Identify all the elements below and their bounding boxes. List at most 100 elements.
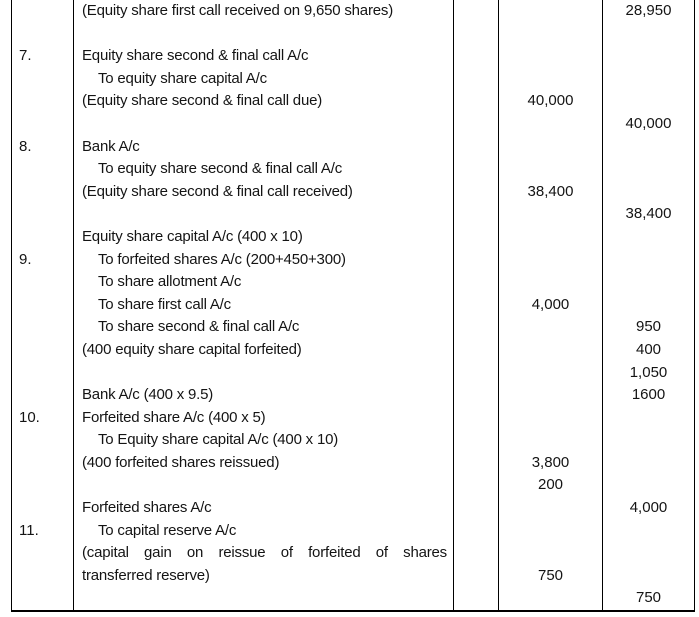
entry-number-cell [11,474,73,498]
entry-number-cell: 11. [11,519,73,543]
credit-amount-cell [602,45,695,68]
entry-number-cell [11,338,73,362]
particulars-cell [73,203,453,226]
particulars-cell: (Equity share first call received on 9,6… [73,0,453,23]
lf-cell [453,22,498,46]
particulars-cell [73,22,453,46]
debit-amount-cell [498,22,602,46]
particulars-cell: (capital gain on reissue of forfeited of… [73,542,453,565]
particulars-cell: To Equity share capital A/c (400 x 10) [73,429,453,452]
debit-amount-cell [498,112,602,136]
lf-cell [453,293,498,317]
entry-number-cell: 7. [11,45,73,68]
debit-amount-cell: 38,400 [498,180,602,204]
credit-amount-cell [602,474,695,498]
credit-amount-cell [602,158,695,181]
debit-amount-cell [498,497,602,520]
lf-cell [453,90,498,113]
debit-amount-cell [498,271,602,294]
credit-amount-cell [602,519,695,543]
debit-amount-cell [498,248,602,272]
credit-amount-cell [602,406,695,430]
debit-amount-cell [498,0,602,23]
particulars-cell: To capital reserve A/c [73,519,453,543]
debit-amount-cell [498,587,602,611]
debit-amount-cell [498,338,602,362]
particulars-cell: Bank A/c (400 x 9.5) [73,384,453,407]
lf-cell [453,519,498,543]
entry-number-cell: 9. [11,248,73,272]
lf-cell [453,225,498,249]
particulars-cell: transferred reserve) [73,564,453,588]
debit-amount-cell [498,225,602,249]
debit-amount-cell: 200 [498,474,602,498]
particulars-cell: To equity share capital A/c [73,67,453,91]
lf-cell [453,474,498,498]
debit-amount-cell [498,519,602,543]
lf-cell [453,112,498,136]
lf-cell [453,384,498,407]
particulars-cell [73,112,453,136]
debit-amount-cell [498,542,602,565]
particulars-cell: To equity share second & final call A/c [73,158,453,181]
lf-cell [453,248,498,272]
debit-amount-cell [498,384,602,407]
credit-amount-cell [602,293,695,317]
debit-amount-cell: 3,800 [498,451,602,475]
particulars-cell: (Equity share second & final call receiv… [73,180,453,204]
debit-amount-cell [498,406,602,430]
credit-amount-cell [602,22,695,46]
credit-amount-cell [602,564,695,588]
credit-amount-cell: 400 [602,338,695,362]
lf-cell [453,542,498,565]
lf-cell [453,67,498,91]
credit-amount-cell [602,90,695,113]
debit-amount-cell [498,135,602,159]
entry-number-cell [11,587,73,611]
entry-number-cell [11,225,73,249]
lf-cell [453,361,498,385]
lf-cell [453,45,498,68]
credit-amount-cell [602,429,695,452]
lf-cell [453,429,498,452]
particulars-cell: Forfeited share A/c (400 x 5) [73,406,453,430]
credit-amount-cell [602,67,695,91]
particulars-cell: Equity share second & final call A/c [73,45,453,68]
credit-amount-cell: 950 [602,316,695,339]
debit-amount-cell [498,203,602,226]
journal-table: (Equity share first call received on 9,6… [11,0,695,613]
credit-amount-cell [602,180,695,204]
particulars-cell: To forfeited shares A/c (200+450+300) [73,248,453,272]
debit-amount-cell: 750 [498,564,602,588]
lf-cell [453,587,498,611]
credit-amount-cell [602,271,695,294]
entry-number-cell [11,271,73,294]
debit-amount-cell [498,45,602,68]
debit-amount-cell [498,361,602,385]
credit-amount-cell: 750 [602,587,695,611]
debit-amount-cell [498,67,602,91]
entry-number-cell [11,542,73,565]
lf-cell [453,271,498,294]
credit-amount-cell: 38,400 [602,203,695,226]
debit-amount-cell: 4,000 [498,293,602,317]
particulars-cell: Bank A/c [73,135,453,159]
particulars-cell: (Equity share second & final call due) [73,90,453,113]
particulars-cell [73,587,453,611]
credit-amount-cell: 1,050 [602,361,695,385]
lf-cell [453,451,498,475]
entry-number-cell [11,90,73,113]
credit-amount-cell: 40,000 [602,112,695,136]
lf-cell [453,564,498,588]
entry-number-cell: 8. [11,135,73,159]
entry-number-cell [11,384,73,407]
entry-number-cell [11,451,73,475]
entry-number-cell [11,361,73,385]
particulars-cell: (400 forfeited shares reissued) [73,451,453,475]
debit-amount-cell: 40,000 [498,90,602,113]
particulars-cell [73,361,453,385]
lf-cell [453,497,498,520]
particulars-cell: Forfeited shares A/c [73,497,453,520]
particulars-cell: To share first call A/c [73,293,453,317]
credit-amount-cell [602,135,695,159]
